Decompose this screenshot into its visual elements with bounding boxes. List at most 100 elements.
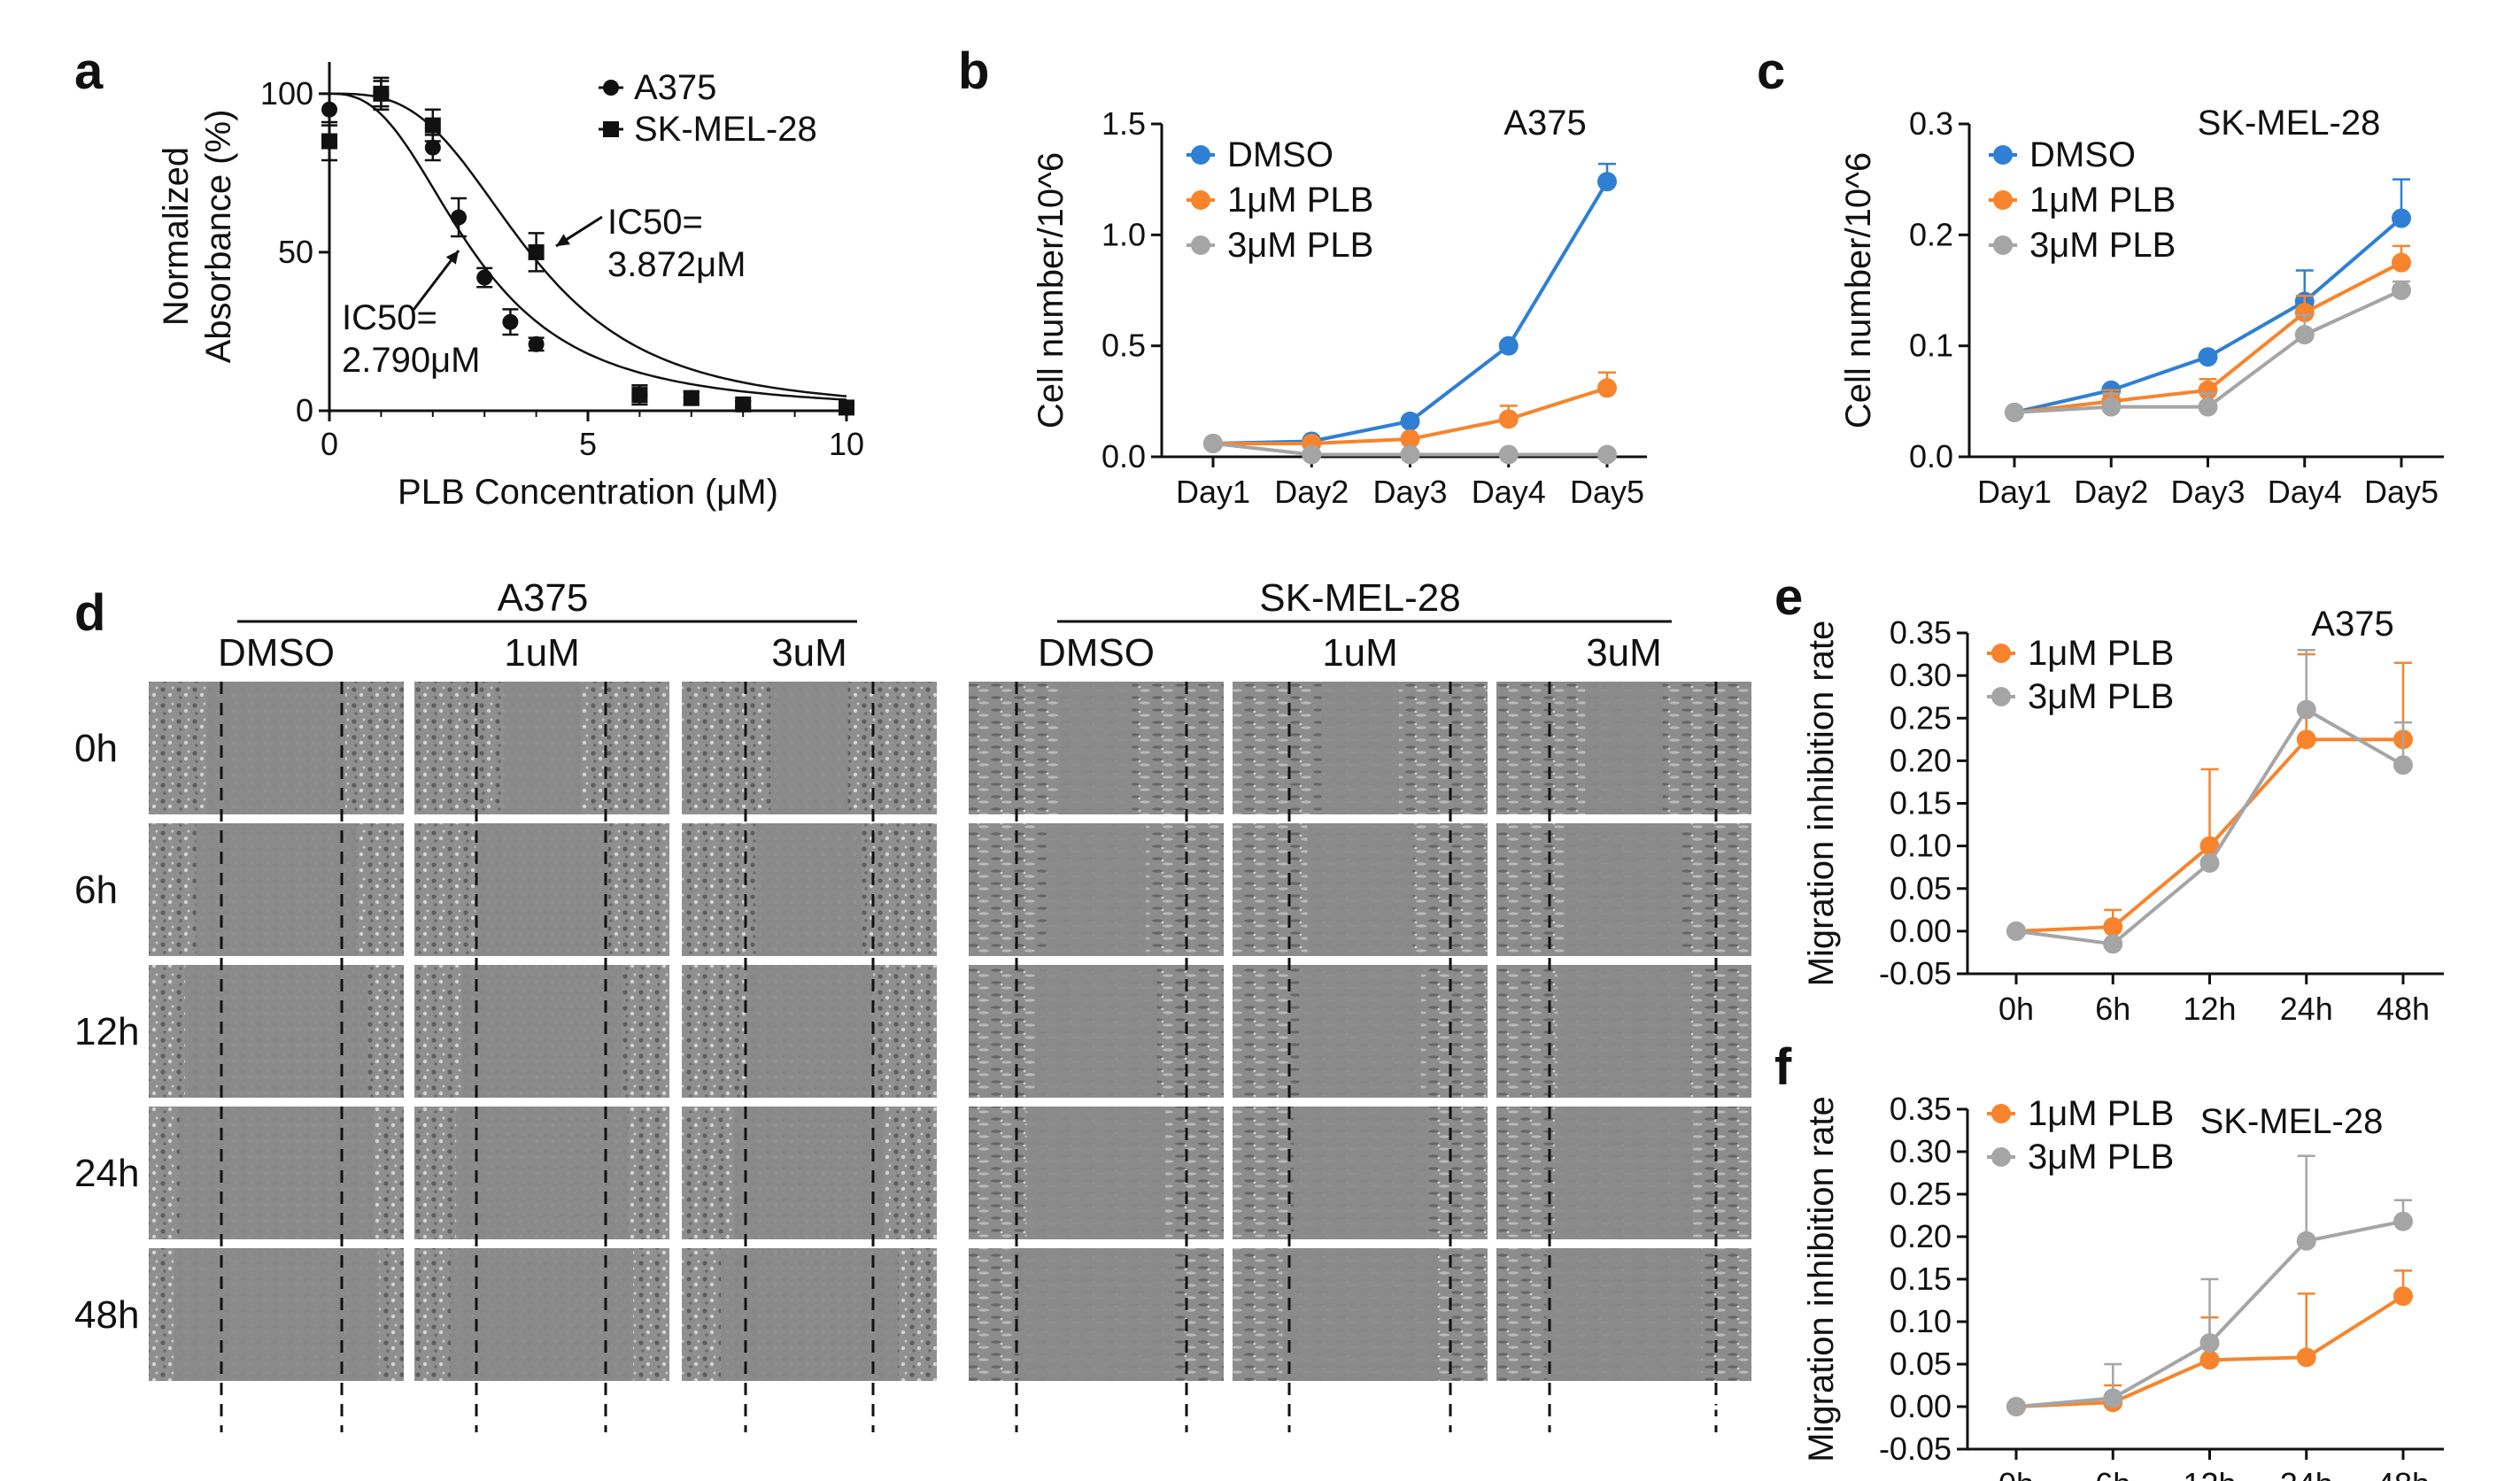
x-tick-label: Day5 [1570,474,1644,510]
data-point [528,243,545,260]
x-tick-label: 24h [2280,1466,2333,1481]
wound-gap [1299,965,1421,1098]
x-tick-label: Day3 [2170,474,2245,510]
data-point [424,117,441,134]
data-point [528,336,545,352]
data-point [1302,444,1322,465]
data-point [1498,336,1519,356]
panel-label-f: f [1774,1038,1792,1096]
y-tick-label: 0 [296,392,313,428]
y-tick-label: 0.15 [1890,785,1952,821]
legend-marker [1991,1147,2011,1167]
chart-title: SK-MEL-28 [2198,104,2381,143]
wound-gap [461,965,622,1098]
x-tick-label: 0h [1998,1466,2034,1481]
data-point [2006,1397,2026,1416]
data-point [2103,934,2123,954]
panel-label-b: b [958,42,989,100]
legend-marker [1993,145,2013,165]
condition-label: 1uM [504,631,580,675]
wound-healing-micrographs: A375 DMSO 1uM 3uM SK-MEL-28 DMSO 1uM 3uM 0h 6h 12h… [74,576,1751,1432]
x-tick-label: 6h [2095,991,2130,1027]
data-point [2198,397,2218,417]
data-point [2199,836,2220,856]
data-point [476,269,493,286]
wound-gap [1558,965,1690,1098]
cell-line-label: A375 [498,576,589,620]
legend-label: 3μM PLB [1227,226,1373,265]
x-tick-label: Day4 [1472,474,1546,510]
wound-gap [721,1248,898,1381]
data-point [2294,325,2315,345]
data-point [1400,411,1420,431]
y-axis-label: Normalized [157,147,196,326]
wound-gap [206,682,346,814]
skmel28-migration-chart: -0.05 0.00 0.05 0.10 0.15 0.20 0.25 0.30 0.35 0h 6… [1802,1091,2444,1481]
legend-marker [1191,235,1210,255]
y-tick-label: 0.30 [1890,1133,1952,1169]
legend-label: 3μM PLB [2028,1138,2174,1176]
x-tick-label: 48h [2377,991,2430,1027]
y-tick-label: 0.0 [1909,438,1953,474]
wound-gap [756,823,862,956]
wound-gap [1307,823,1413,956]
x-axis-label: PLB Concentration (μM) [398,473,778,512]
data-point [1597,444,1617,465]
y-tick-label: 0.15 [1890,1261,1952,1297]
x-tick-label: 0 [321,426,338,462]
x-tick-label: 24h [2280,991,2333,1027]
dose-response-chart: 0 50 100 0 5 10 PLB Concentration (μM) Normaliz… [157,62,864,512]
wound-gap [734,1107,885,1239]
y-axis-label: Cell number/10^6 [1032,152,1071,428]
y-tick-label: 0.10 [1890,828,1952,864]
y-tick-label: 0.1 [1909,328,1953,364]
series-line-blue [1212,181,1609,445]
data-point [1400,428,1420,449]
legend-marker [1991,1104,2011,1123]
legend-label: SK-MEL-28 [634,110,817,149]
wound-gap [456,1107,628,1239]
y-tick-label: 0.25 [1890,699,1952,736]
data-point [839,399,854,416]
timepoint-label: 48h [74,1293,139,1337]
y-tick-label: 0.20 [1890,742,1952,778]
wound-gap [1035,965,1157,1098]
x-tick-label: 12h [2183,1466,2236,1481]
ic50-annotation: 2.790μM [342,341,480,380]
y-tick-label: 0.0 [1102,438,1146,474]
data-point [2392,252,2411,273]
panel-label-d: d [74,584,105,642]
y-tick-label: 1.0 [1102,216,1146,252]
data-point [2296,1347,2316,1368]
data-point [1400,444,1420,465]
y-tick-label: -0.05 [1879,1431,1952,1467]
data-point [2006,921,2026,941]
x-tick-label: 48h [2377,1466,2430,1481]
data-point [683,390,700,406]
data-point [2005,402,2024,422]
data-point [2393,1211,2413,1231]
timepoint-label: 6h [74,868,118,912]
data-point [2199,1350,2220,1370]
y-axis-label: Absorbance (%) [199,110,238,364]
data-point [2392,281,2411,300]
data-point [1498,409,1519,429]
legend-label: 3μM PLB [2029,226,2176,265]
data-point [373,85,390,102]
wound-gap [1018,1248,1174,1381]
data-point [2103,1388,2123,1408]
data-point [2296,699,2316,720]
chart-title: A375 [2311,605,2393,644]
y-tick-label: 0.2 [1909,216,1953,252]
chart-title: SK-MEL-28 [2200,1102,2384,1141]
wound-gap [1585,682,1663,814]
data-point [424,139,441,156]
wound-gap [1554,1107,1694,1239]
legend-label: 3μM PLB [2028,677,2174,716]
legend-label: 1μM PLB [2028,634,2174,673]
y-tick-label: 50 [278,234,313,270]
wound-gap [1282,1248,1438,1381]
x-tick-label: 12h [2183,991,2236,1027]
y-tick-label: 0.05 [1890,870,1952,906]
legend-marker [1991,687,2011,706]
